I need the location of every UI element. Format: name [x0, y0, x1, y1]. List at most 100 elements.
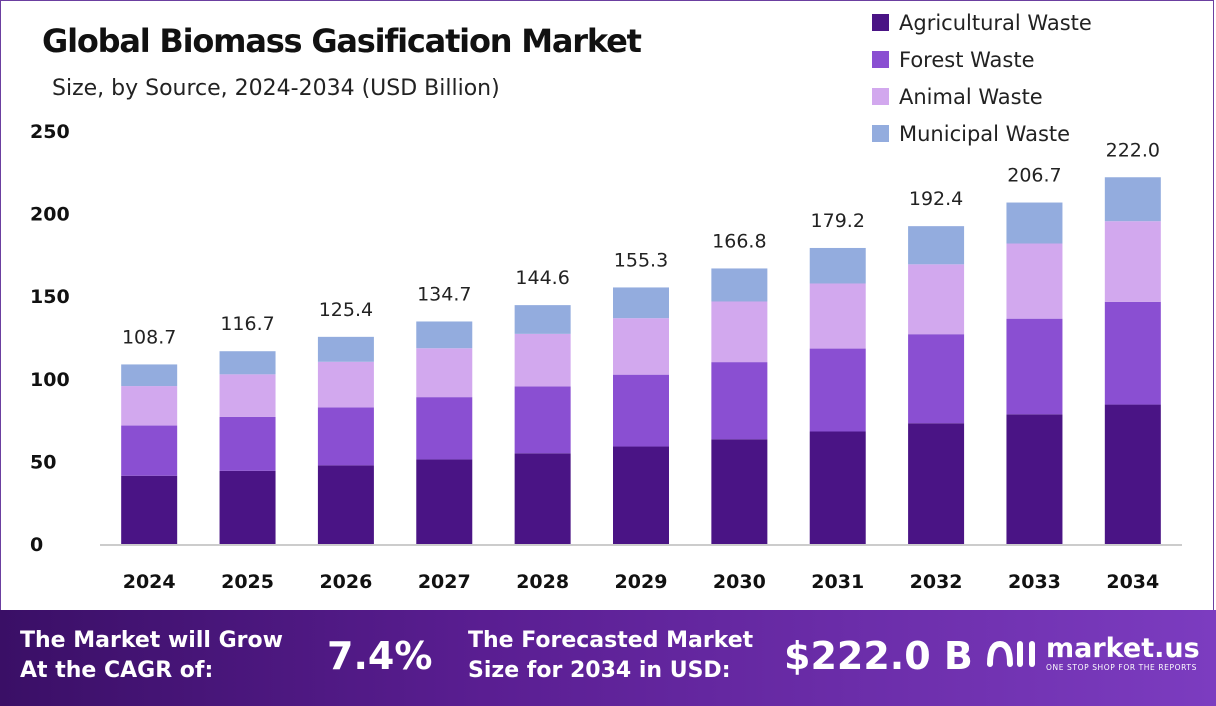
bar-2029-animal-waste: [613, 318, 669, 375]
bar-2031-municipal-waste: [809, 247, 866, 284]
logo-tagline: ONE STOP SHOP FOR THE REPORTS: [1046, 663, 1197, 672]
total-label-2031: 179.2: [811, 210, 865, 232]
x-tick-label-2025: 2025: [221, 571, 274, 593]
total-label-2026: 125.4: [319, 299, 373, 321]
cagr-text: The Market will Grow At the CAGR of:: [20, 626, 283, 686]
total-label-2025: 116.7: [220, 313, 274, 335]
total-label-2029: 155.3: [614, 249, 668, 271]
x-tick-label-2030: 2030: [713, 571, 766, 593]
forecast-text: The Forecasted Market Size for 2034 in U…: [468, 626, 753, 686]
bar-2032-municipal-waste: [908, 226, 965, 265]
bar-2032-agricultural-waste: [908, 423, 965, 544]
total-label-2034: 222.0: [1106, 139, 1160, 161]
chart-legend: Agricultural Waste Forest Waste Animal W…: [872, 4, 1092, 152]
x-tick-label-2031: 2031: [811, 571, 864, 593]
bar-2029-agricultural-waste: [613, 446, 669, 544]
legend-label-forest-waste: Forest Waste: [899, 47, 1035, 72]
bar-2034-forest-waste: [1104, 301, 1161, 405]
total-label-2028: 144.6: [515, 267, 569, 289]
bar-2030-forest-waste: [711, 362, 768, 440]
cagr-value: 7.4%: [327, 634, 433, 678]
x-tick-label-2028: 2028: [516, 571, 569, 593]
bar-2024-animal-waste: [121, 386, 178, 426]
bar-2028-municipal-waste: [514, 305, 571, 334]
x-tick-label-2026: 2026: [319, 571, 372, 593]
bar-2024-agricultural-waste: [121, 475, 178, 544]
bar-2033-animal-waste: [1006, 243, 1063, 319]
legend-item-forest-waste: Forest Waste: [872, 41, 1092, 78]
bar-2025-forest-waste: [219, 416, 276, 471]
bar-2028-forest-waste: [514, 386, 571, 454]
bar-2029-municipal-waste: [613, 287, 669, 319]
bar-2027-animal-waste: [416, 348, 473, 398]
total-label-2024: 108.7: [122, 326, 176, 348]
legend-label-animal-waste: Animal Waste: [899, 84, 1043, 109]
legend-swatch-agricultural-waste: [872, 14, 889, 31]
bar-2032-forest-waste: [908, 334, 965, 424]
total-label-2030: 166.8: [712, 230, 766, 252]
bar-2030-animal-waste: [711, 301, 768, 363]
legend-swatch-municipal-waste: [872, 125, 889, 142]
bar-2027-forest-waste: [416, 397, 473, 460]
logo-name: market.us: [1046, 633, 1200, 664]
bar-2034-agricultural-waste: [1104, 404, 1161, 544]
legend-item-municipal-waste: Municipal Waste: [872, 115, 1092, 152]
bar-2030-municipal-waste: [711, 268, 768, 302]
bar-2025-agricultural-waste: [219, 470, 276, 544]
x-tick-label-2034: 2034: [1106, 571, 1159, 593]
bar-2028-animal-waste: [514, 333, 571, 387]
bar-2025-animal-waste: [219, 374, 276, 417]
y-tick-label-200: 200: [30, 204, 70, 226]
bar-2033-forest-waste: [1006, 318, 1063, 415]
legend-label-agricultural-waste: Agricultural Waste: [899, 10, 1092, 35]
legend-item-animal-waste: Animal Waste: [872, 78, 1092, 115]
bar-2031-forest-waste: [809, 348, 866, 432]
x-tick-label-2032: 2032: [910, 571, 963, 593]
y-tick-label-150: 150: [30, 286, 70, 308]
cagr-line-2: At the CAGR of:: [20, 658, 214, 683]
total-label-2033: 206.7: [1007, 165, 1061, 187]
legend-swatch-forest-waste: [872, 51, 889, 68]
bar-2029-forest-waste: [613, 374, 669, 447]
y-tick-label-250: 250: [30, 121, 70, 143]
bar-2027-agricultural-waste: [416, 459, 473, 544]
bar-2026-animal-waste: [317, 361, 374, 408]
bar-2025-municipal-waste: [219, 351, 276, 375]
bar-2034-municipal-waste: [1104, 177, 1161, 222]
y-tick-label-0: 0: [30, 534, 43, 556]
bar-2024-forest-waste: [121, 425, 178, 476]
chart-title: Global Biomass Gasification Market: [42, 22, 642, 60]
market-us-logo-icon: [987, 640, 1035, 667]
market-us-logo: market.us ONE STOP SHOP FOR THE REPORTS: [986, 634, 1200, 674]
bar-2026-forest-waste: [317, 407, 374, 466]
bar-2033-municipal-waste: [1006, 202, 1063, 244]
bar-2032-animal-waste: [908, 264, 965, 335]
total-label-2027: 134.7: [417, 283, 471, 305]
legend-swatch-animal-waste: [872, 88, 889, 105]
bar-2033-agricultural-waste: [1006, 414, 1063, 544]
bar-2028-agricultural-waste: [514, 453, 571, 544]
stacked-bar-chart: 0 50 100 150 200 250 108.7 2024 116.7 2025 125.4 20…: [30, 121, 1182, 593]
footer-banner: The Market will Grow At the CAGR of: 7.4…: [0, 610, 1216, 706]
chart-subtitle: Size, by Source, 2024-2034 (USD Billion): [52, 76, 500, 101]
legend-label-municipal-waste: Municipal Waste: [899, 121, 1071, 146]
bar-2031-agricultural-waste: [809, 431, 866, 544]
y-tick-label-50: 50: [30, 451, 56, 473]
bar-2027-municipal-waste: [416, 321, 473, 349]
legend-item-agricultural-waste: Agricultural Waste: [872, 4, 1092, 41]
cagr-line-1: The Market will Grow: [20, 628, 283, 653]
y-tick-label-100: 100: [30, 369, 70, 391]
total-label-2032: 192.4: [909, 188, 963, 210]
forecast-value: $222.0 B: [784, 634, 973, 678]
x-tick-label-2024: 2024: [123, 571, 176, 593]
bar-2026-municipal-waste: [317, 336, 374, 362]
bar-2034-animal-waste: [1104, 221, 1161, 302]
chart-frame: [0, 0, 1214, 610]
bar-2026-agricultural-waste: [317, 465, 374, 544]
bar-2031-animal-waste: [809, 283, 866, 349]
bar-2024-municipal-waste: [121, 364, 178, 387]
x-tick-label-2029: 2029: [615, 571, 668, 593]
x-tick-label-2033: 2033: [1008, 571, 1061, 593]
bar-2030-agricultural-waste: [711, 439, 768, 544]
forecast-line-2: Size for 2034 in USD:: [468, 658, 731, 683]
